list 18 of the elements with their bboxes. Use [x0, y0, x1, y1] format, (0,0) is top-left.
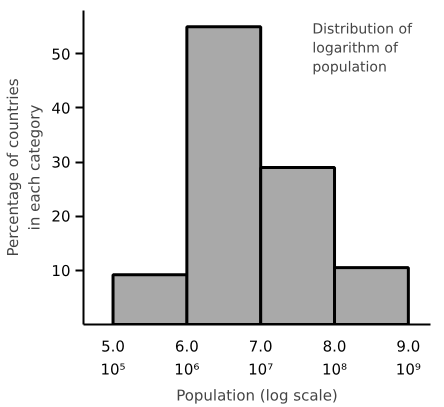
x2-tick-label: 10⁵	[100, 360, 126, 378]
x-tick-label: 9.0	[396, 338, 420, 356]
annotation: Distribution of logarithm of population	[312, 21, 414, 76]
x2-tick-label: 10⁷	[248, 360, 274, 378]
y-axis-title: Percentage of countries in each category	[4, 78, 44, 257]
x-tick-label: 5.0	[101, 338, 125, 356]
x-tick-label: 6.0	[174, 338, 199, 356]
y-tick-label: 30	[51, 154, 71, 172]
x-axis-title: Population (log scale)	[176, 386, 338, 404]
x2-tick-label: 10⁹	[396, 360, 421, 378]
y-tick-label: 50	[51, 45, 71, 64]
y-tick-label: 40	[51, 99, 71, 118]
y-tick-label: 20	[51, 208, 71, 226]
x2-tick-label: 10⁶	[174, 360, 200, 378]
x-tick-label: 7.0	[248, 338, 273, 356]
y-tick-label: 10	[51, 262, 71, 280]
x-tick-label: 8.0	[322, 338, 346, 356]
x2-tick-label: 10⁸	[322, 360, 348, 378]
